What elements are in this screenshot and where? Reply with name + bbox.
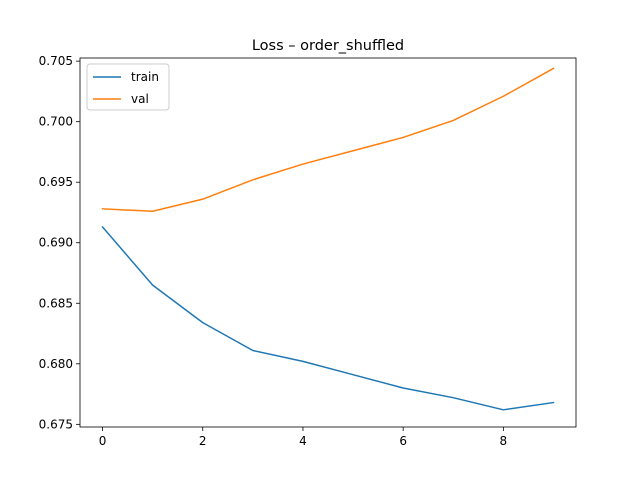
y-tick-label: 0.690 bbox=[39, 236, 73, 250]
y-tick-label: 0.695 bbox=[39, 175, 73, 189]
x-tick-label: 8 bbox=[500, 434, 508, 448]
series-line-train bbox=[101, 225, 555, 411]
chart-title: Loss – order_shuffled bbox=[252, 38, 404, 54]
y-tick-label: 0.675 bbox=[39, 417, 73, 431]
x-tick-label: 6 bbox=[399, 434, 407, 448]
y-tick-label: 0.680 bbox=[39, 357, 73, 371]
legend-label-train: train bbox=[131, 70, 159, 84]
x-tick-label: 4 bbox=[299, 434, 307, 448]
y-tick-label: 0.685 bbox=[39, 296, 73, 310]
x-tick-label: 2 bbox=[199, 434, 207, 448]
plot-area: 0 2 4 6 8 0.675 0.680 0.685 0.690 0.695 0.700 0.705… bbox=[39, 54, 577, 448]
legend-label-val: val bbox=[131, 92, 149, 106]
y-tick-label: 0.705 bbox=[39, 54, 73, 68]
series-line-val bbox=[101, 67, 555, 213]
x-tick-label: 0 bbox=[99, 434, 107, 448]
y-tick-label: 0.700 bbox=[39, 115, 73, 129]
